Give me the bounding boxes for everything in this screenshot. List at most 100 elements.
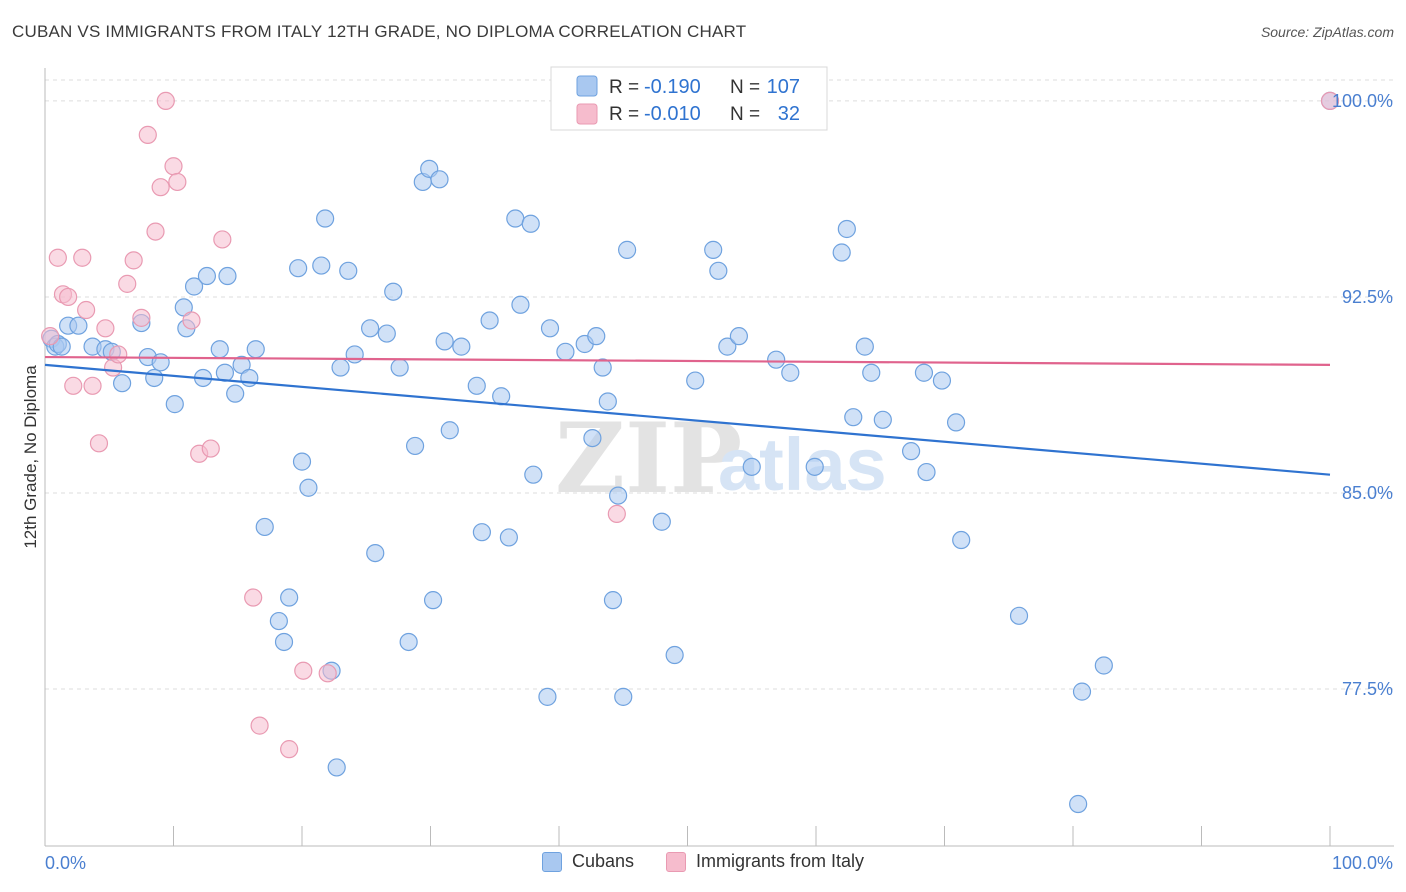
cubans-point [366, 543, 385, 563]
legend-n-value: 32 [778, 103, 800, 125]
cubans-point [686, 371, 705, 390]
italy-point [213, 230, 232, 249]
cubans-point [1009, 606, 1029, 625]
legend-r-label: R = [609, 77, 639, 98]
cubans-point [781, 363, 800, 382]
legend-r-value: -0.190 [644, 76, 701, 98]
cubans-point [855, 337, 874, 356]
legend-n-label: N = [730, 77, 760, 98]
italy-point [294, 661, 313, 680]
cubans-point [345, 345, 364, 364]
y-tick-label: 85.0% [1342, 483, 1393, 503]
italy-point [244, 588, 263, 607]
axes [44, 68, 1394, 847]
cubans-point [499, 528, 518, 547]
italy-point [118, 274, 137, 293]
italy-point [124, 251, 143, 270]
cubans-point [587, 327, 606, 346]
y-tick-label: 77.5% [1342, 679, 1393, 699]
cubans-point [440, 421, 459, 440]
italy-point [59, 287, 78, 307]
cubans-point [1069, 794, 1088, 814]
cubans-point [873, 410, 892, 429]
cubans-point [603, 591, 623, 610]
italy-point [201, 439, 220, 458]
cubans-point [339, 261, 358, 280]
cubans-point [430, 170, 449, 189]
cubans-point [718, 337, 737, 356]
y-tick-label: 92.5% [1342, 287, 1393, 307]
cubans-point [377, 324, 396, 343]
cubans-point [435, 332, 454, 351]
cubans-point [844, 408, 863, 427]
cubans-point [901, 442, 921, 461]
legend-label-italy: Immigrants from Italy [696, 851, 865, 871]
cubans-point [423, 591, 443, 610]
italy-point [250, 716, 269, 735]
italy-point [156, 91, 175, 111]
cubans-point [467, 376, 486, 395]
cubans-point [521, 214, 540, 233]
cubans-point [618, 240, 637, 259]
cubans-point [614, 687, 633, 706]
italy-point [607, 504, 626, 523]
legend-n-label: N = [730, 104, 760, 125]
legend-item-cubans: Cubans [541, 851, 634, 872]
italy-point [138, 125, 157, 144]
cubans-point [327, 758, 346, 777]
cubans-point [1072, 682, 1092, 701]
x-tick-labels: 0.0% 100.0% [45, 853, 1393, 873]
cubans-point [652, 512, 671, 531]
cubans-point [805, 457, 824, 476]
stats-legend: R = -0.190 N = 107 R = -0.010 N = 32 [550, 66, 828, 131]
cubans-point [218, 266, 237, 286]
italy-point [83, 376, 102, 395]
cubans-point [452, 337, 471, 356]
cubans-point [583, 428, 602, 448]
italy-trend-line [44, 355, 1331, 367]
legend-swatch-cubans [541, 851, 562, 872]
y-tick-label: 100.0% [1332, 91, 1393, 111]
cubans-point [598, 392, 617, 411]
italy-point [109, 345, 128, 364]
cubans-point [837, 219, 856, 239]
cubans-point [709, 261, 728, 280]
cubans-point [361, 319, 380, 338]
italy-points [41, 91, 1340, 759]
cubans-point [729, 327, 749, 346]
chart-title: CUBAN VS IMMIGRANTS FROM ITALY 12TH GRAD… [12, 22, 747, 41]
x-tick-label: 0.0% [45, 853, 86, 873]
source-label: Source: ZipAtlas.com [1260, 24, 1394, 40]
cubans-point [226, 384, 245, 403]
cubans-point [917, 462, 936, 482]
x-tick-label: 100.0% [1332, 853, 1393, 873]
cubans-point [480, 311, 499, 330]
legend-swatch-cubans [576, 75, 598, 97]
italy-point [164, 157, 183, 176]
cubans-trend-line [44, 363, 1331, 476]
cubans-point [210, 340, 229, 359]
italy-point [182, 311, 201, 330]
legend-swatch-italy [666, 851, 686, 872]
legend-item-italy: Immigrants from Italy [666, 851, 864, 872]
italy-point [318, 664, 337, 683]
cubans-point [593, 358, 612, 377]
cubans-point [151, 353, 170, 372]
cubans-point [556, 342, 575, 361]
cubans-point [292, 452, 312, 471]
cubans-point [384, 282, 403, 301]
y-axis-label: 12th Grade, No Diploma [21, 365, 40, 549]
cubans-point [289, 259, 308, 278]
italy-point [146, 222, 165, 241]
cubans-point [246, 340, 265, 359]
cubans-point [274, 632, 294, 652]
cubans-point [952, 530, 971, 550]
cubans-point [165, 395, 184, 414]
cubans-point [112, 374, 132, 393]
cubans-point [538, 687, 557, 706]
italy-point [1320, 91, 1340, 111]
cubans-point [405, 436, 425, 456]
cubans-point [184, 277, 204, 296]
italy-point [73, 248, 92, 267]
